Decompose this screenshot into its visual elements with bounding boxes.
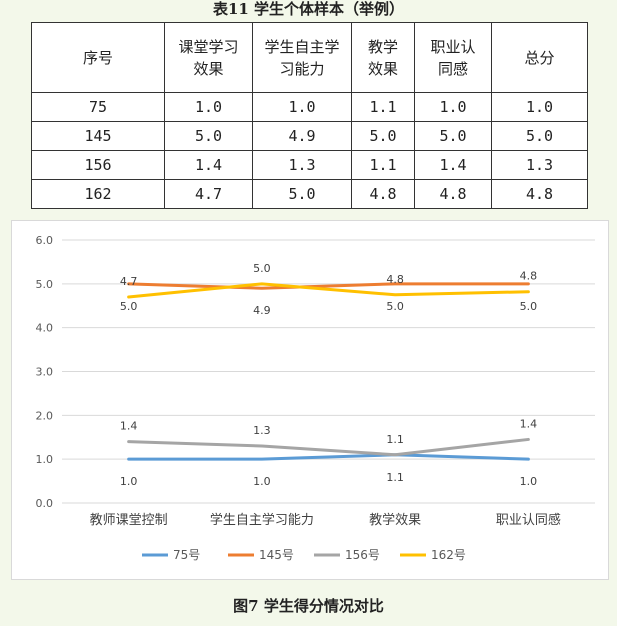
data-label: 5.0 — [520, 300, 538, 313]
data-label: 1.0 — [253, 475, 271, 488]
header-line: 学生自主学 — [264, 37, 340, 56]
line-chart: 0.0 1.0 2.0 3.0 4.0 5.0 6.0 教师课堂控制 学生自主学习能力 教学效果 职… — [11, 220, 609, 580]
table-cell: 145 — [31, 121, 165, 151]
legend-label: 75号 — [173, 548, 200, 562]
x-tick-label: 职业认同感 — [496, 512, 561, 528]
chart-svg: 0.0 1.0 2.0 3.0 4.0 5.0 6.0 教师课堂控制 学生自主学习能力 教学效果 职… — [36, 234, 595, 562]
table-cell: 5.0 — [351, 121, 415, 151]
figure-caption: 图7 学生得分情况对比 — [233, 597, 384, 615]
series-line — [127, 453, 530, 461]
table-cell: 5.0 — [491, 121, 588, 151]
legend-label: 162号 — [431, 548, 466, 562]
header-cell: 学生自主学 习能力 — [252, 22, 352, 93]
table-cell: 4.8 — [414, 179, 492, 209]
legend-label: 145号 — [259, 548, 294, 562]
header-line: 教学 — [367, 37, 398, 56]
header-line: 效果 — [193, 59, 224, 78]
table-cell: 1.4 — [164, 150, 253, 180]
table-header-row: 序号 课堂学习效果 学生自主学习能力 教学效果 职业认同感 总分 — [31, 22, 588, 93]
series-line — [127, 282, 530, 299]
header-cell: 序号 — [31, 22, 165, 93]
data-label: 1.0 — [120, 475, 138, 488]
data-label: 1.4 — [120, 420, 138, 433]
table-row: 156 1.4 1.3 1.1 1.4 1.3 — [31, 150, 588, 180]
header-line: 总分 — [524, 48, 555, 67]
x-tick-label: 教师课堂控制 — [90, 512, 168, 528]
table-cell: 1.3 — [252, 150, 352, 180]
table-cell: 5.0 — [414, 121, 492, 151]
header-line: 效果 — [367, 59, 398, 78]
legend-label: 156号 — [345, 548, 380, 562]
header-cell: 职业认 同感 — [414, 22, 492, 93]
table-cell: 5.0 — [252, 179, 352, 209]
y-tick-label: 0.0 — [36, 497, 54, 510]
table-cell: 1.0 — [491, 92, 588, 122]
table-row: 145 5.0 4.9 5.0 5.0 5.0 — [31, 121, 588, 151]
header-cell: 总分 — [491, 22, 588, 93]
table-cell: 156 — [31, 150, 165, 180]
header-cell: 教学 效果 — [351, 22, 415, 93]
y-tick-label: 6.0 — [36, 234, 54, 247]
data-label: 4.8 — [386, 273, 404, 286]
y-tick-label: 2.0 — [36, 409, 54, 422]
table-row: 162 4.7 5.0 4.8 4.8 4.8 — [31, 179, 588, 209]
table-cell: 162 — [31, 179, 165, 209]
data-label: 1.1 — [386, 471, 404, 484]
y-tick-label: 4.0 — [36, 322, 54, 335]
y-tick-label: 1.0 — [36, 453, 54, 466]
table-cell: 4.8 — [491, 179, 588, 209]
data-label: 5.0 — [120, 300, 138, 313]
data-label: 1.4 — [520, 417, 538, 430]
x-tick-label: 学生自主学习能力 — [210, 512, 314, 528]
table-cell: 1.3 — [491, 150, 588, 180]
data-label: 5.0 — [253, 262, 271, 275]
table-cell: 1.0 — [164, 92, 253, 122]
table-title: 表11 学生个体样本（举例） — [212, 0, 405, 18]
header-line: 序号 — [82, 48, 113, 67]
table-cell: 4.7 — [164, 179, 253, 209]
header-line: 课堂学习 — [178, 37, 239, 56]
table-cell: 4.9 — [252, 121, 352, 151]
table-cell: 1.0 — [414, 92, 492, 122]
data-label: 4.7 — [120, 275, 138, 288]
data-label: 5.0 — [386, 300, 404, 313]
y-tick-label: 5.0 — [36, 278, 54, 291]
data-label: 1.0 — [520, 475, 538, 488]
header-line: 同感 — [437, 59, 468, 78]
data-label: 1.3 — [253, 424, 271, 437]
header-cell: 课堂学习 效果 — [164, 22, 253, 93]
sample-table: 序号 课堂学习效果 学生自主学习能力 教学效果 职业认同感 总分 75 1.0 … — [31, 22, 588, 209]
table-cell: 4.8 — [351, 179, 415, 209]
table-cell: 1.0 — [252, 92, 352, 122]
table-cell: 5.0 — [164, 121, 253, 151]
header-line: 习能力 — [279, 59, 325, 78]
data-label: 1.1 — [386, 433, 404, 446]
header-line: 职业认 — [430, 37, 476, 56]
table-cell: 1.4 — [414, 150, 492, 180]
x-tick-label: 教学效果 — [369, 512, 421, 528]
series-line — [127, 437, 530, 457]
table-cell: 1.1 — [351, 92, 415, 122]
table-cell: 1.1 — [351, 150, 415, 180]
table-row: 75 1.0 1.0 1.1 1.0 1.0 — [31, 92, 588, 122]
table-cell: 75 — [31, 92, 165, 122]
data-label: 4.9 — [253, 304, 271, 317]
data-label: 4.8 — [520, 270, 538, 283]
series-line — [127, 282, 530, 290]
y-tick-label: 3.0 — [36, 366, 54, 379]
